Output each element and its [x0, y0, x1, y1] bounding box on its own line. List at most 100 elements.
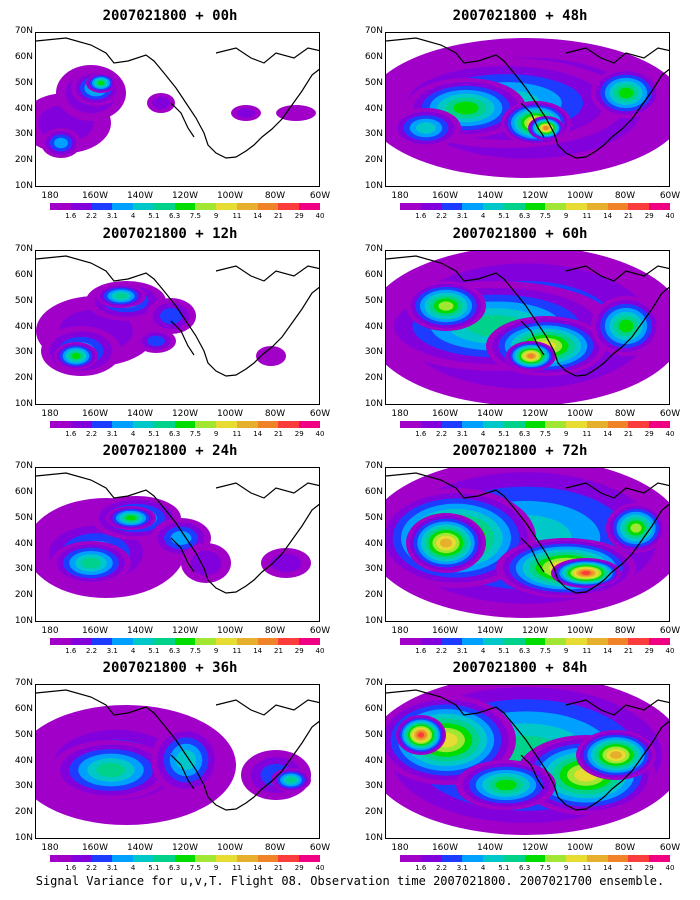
colorbar-label: 6.3 — [519, 212, 531, 220]
colorbar-swatch — [566, 855, 587, 862]
colorbar-labels: 1.6 2.2 3.1 4 5.1 6.3 7.5 9 11 14 21 29 40 — [400, 430, 674, 440]
colorbar — [400, 855, 670, 862]
colorbar-swatch — [483, 638, 504, 645]
colorbar-swatch — [50, 203, 71, 210]
y-tick-label: 50N — [364, 77, 383, 88]
colorbar-label: 6.3 — [519, 430, 531, 438]
colorbar-label: 3.1 — [106, 212, 118, 220]
colorbar-label: 7.5 — [189, 864, 201, 872]
colorbar-label: 4 — [130, 430, 136, 438]
variance-field — [386, 685, 669, 835]
y-tick-label: 30N — [364, 564, 383, 575]
x-tick-label: 160W — [431, 409, 459, 419]
coastline — [386, 37, 669, 159]
colorbar-swatch — [91, 638, 113, 645]
y-tick-label: 50N — [14, 729, 33, 740]
y-tick-label: 40N — [14, 321, 33, 332]
colorbar-label: 4 — [480, 864, 486, 872]
y-tick-label: 20N — [364, 373, 383, 384]
variance-field — [386, 37, 669, 178]
contour-fill — [286, 777, 296, 783]
map-panel-5: 2007021800 + 60h 70N 60N 50N 40N 30N 20N 10N 180… — [355, 226, 680, 441]
colorbar-label: 4 — [480, 212, 486, 220]
y-tick-label: 50N — [364, 729, 383, 740]
colorbar-swatch — [299, 638, 320, 645]
colorbar-swatch — [236, 638, 258, 645]
contour-fill — [97, 80, 105, 86]
colorbar-label: 6.3 — [169, 212, 181, 220]
colorbar — [400, 421, 670, 428]
colorbar-labels: 1.6 2.2 3.1 4 5.1 6.3 7.5 9 11 14 21 29 40 — [50, 430, 324, 440]
colorbar-label: 2.2 — [85, 864, 98, 872]
x-tick-label: 160W — [81, 409, 109, 419]
colorbar-label: 9 — [213, 864, 219, 872]
colorbar-swatch — [586, 421, 608, 428]
colorbar-label: 14 — [603, 212, 613, 220]
colorbar-label: 1.6 — [415, 212, 427, 220]
y-tick-label: 60N — [364, 51, 383, 62]
y-tick-label: 10N — [14, 399, 33, 409]
colorbar-swatch — [112, 638, 134, 645]
x-tick-label: 140W — [126, 843, 154, 853]
colorbar-swatch — [586, 855, 608, 862]
coastline — [36, 689, 319, 811]
y-tick-label: 10N — [14, 616, 33, 626]
colorbar-swatch — [278, 638, 300, 645]
colorbar-label: 4 — [480, 430, 486, 438]
contour-fill — [581, 571, 591, 575]
y-tick-label: 20N — [14, 155, 33, 166]
colorbar-swatch — [545, 203, 567, 210]
map-panel-4: 2007021800 + 48h 70N 60N 50N 40N 30N 20N 10N 180… — [355, 8, 680, 223]
x-tick-label: 160W — [81, 191, 109, 201]
colorbar-swatch — [195, 855, 217, 862]
contour-fill — [630, 523, 642, 533]
x-tick-label: 140W — [476, 626, 504, 636]
colorbar-swatch — [236, 421, 258, 428]
y-tick-label: 60N — [14, 486, 33, 497]
y-tick-label: 30N — [364, 129, 383, 140]
colorbar-swatch — [545, 855, 567, 862]
y-tick-label: 60N — [364, 703, 383, 714]
x-tick-label: 80W — [264, 843, 286, 853]
colorbar-swatch — [524, 638, 546, 645]
x-tick-label: 160W — [81, 626, 109, 636]
colorbar-label: 9 — [563, 212, 569, 220]
y-tick-label: 70N — [364, 678, 383, 688]
colorbar-label: 29 — [644, 647, 654, 655]
contour-fill — [618, 87, 634, 99]
colorbar — [50, 638, 320, 645]
coastline — [215, 482, 319, 499]
x-tick-label: 140W — [126, 191, 154, 201]
map-plot — [385, 32, 670, 187]
colorbar-swatch — [586, 203, 608, 210]
colorbar-label: 3.1 — [456, 864, 468, 872]
colorbar-label: 40 — [665, 430, 675, 438]
colorbar-swatch — [257, 203, 279, 210]
colorbar-label: 14 — [603, 430, 613, 438]
x-tick-label: 160W — [431, 626, 459, 636]
x-tick-label: 180 — [41, 626, 59, 636]
y-tick-label: 40N — [364, 103, 383, 114]
panel-title: 2007021800 + 00h — [102, 8, 238, 24]
colorbar-swatch — [503, 855, 525, 862]
coastline — [170, 320, 195, 356]
map-panel-7: 2007021800 + 84h 70N 60N 50N 40N 30N 20N 10N 180… — [355, 660, 680, 875]
colorbar-swatch — [503, 421, 525, 428]
panel-title: 2007021800 + 84h — [452, 660, 588, 676]
colorbar-label: 5.1 — [148, 647, 160, 655]
contour-fill — [114, 293, 128, 299]
x-tick-label: 140W — [476, 191, 504, 201]
y-tick-label: 10N — [364, 616, 383, 626]
colorbar-swatch — [50, 855, 71, 862]
colorbar-label: 29 — [294, 864, 304, 872]
contour-fill — [453, 101, 479, 115]
x-tick-label: 120W — [171, 191, 199, 201]
x-tick-label: 100W — [216, 409, 244, 419]
figure-caption: Signal Variance for u,v,T. Flight 08. Ob… — [35, 874, 665, 888]
coastline — [520, 102, 545, 138]
colorbar-label: 2.2 — [435, 647, 448, 655]
colorbar-label: 1.6 — [415, 430, 427, 438]
x-tick-label: 80W — [614, 191, 636, 201]
map-panel-1: 2007021800 + 12h 70N 60N 50N 40N 30N 20N 10N 180… — [5, 226, 330, 441]
colorbar-swatch — [607, 421, 629, 428]
